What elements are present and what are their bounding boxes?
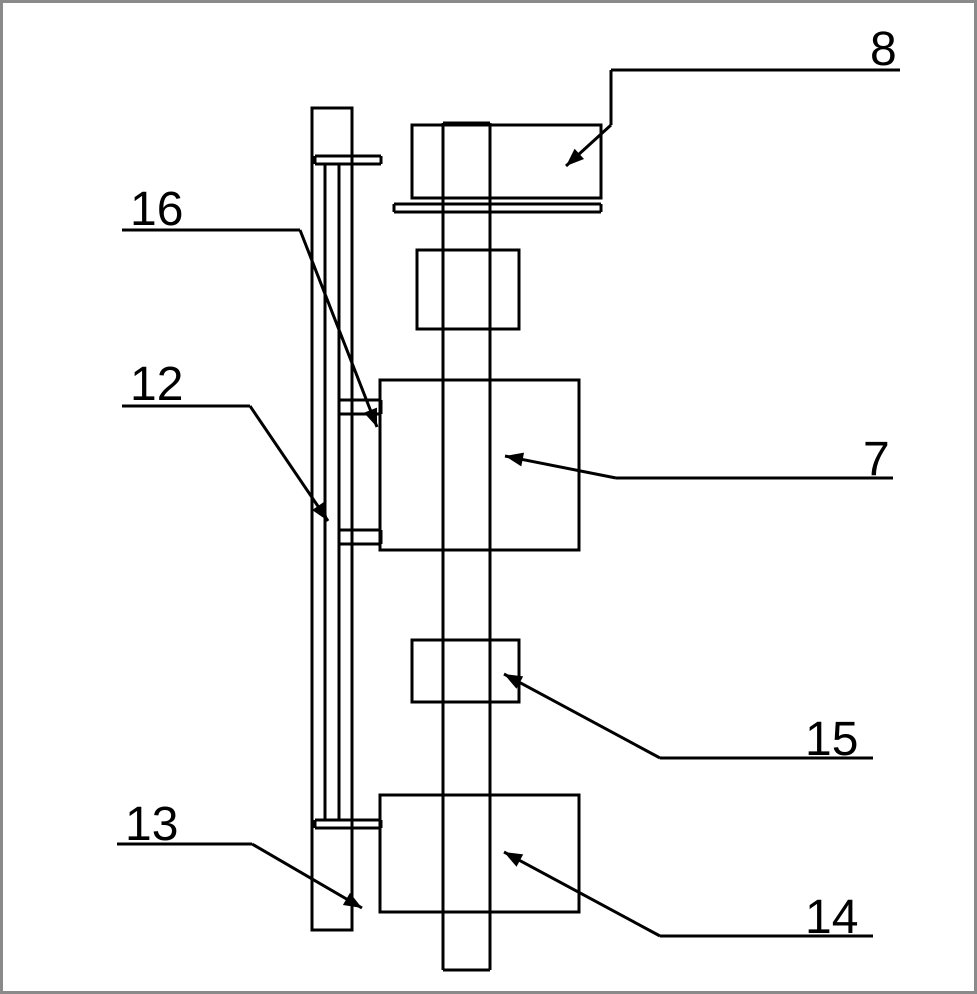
callout-16: 16	[130, 183, 183, 236]
callout-12: 12	[130, 358, 183, 411]
callout-8: 8	[870, 23, 897, 76]
